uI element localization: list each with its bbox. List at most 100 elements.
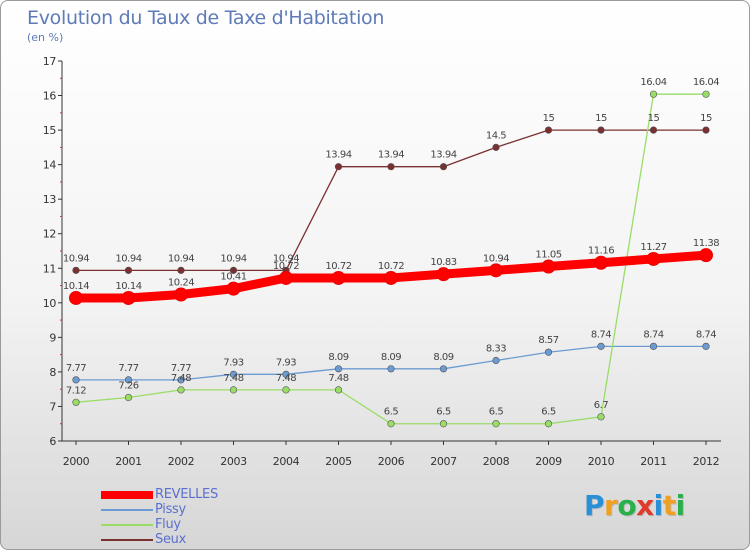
data-label-revelles: 11.05 — [535, 250, 561, 261]
proxiti-logo: Proxiti — [584, 489, 685, 522]
data-label-fluy: 7.48 — [171, 373, 191, 384]
data-point-pissy — [492, 356, 500, 365]
data-label-pissy: 7.93 — [223, 357, 243, 368]
data-label-pissy: 8.33 — [486, 344, 506, 355]
legend-label: Seux — [155, 532, 186, 547]
y-tick-label: 15 — [43, 124, 57, 137]
data-point-revelles — [541, 259, 556, 274]
data-point-fluy — [229, 386, 238, 394]
data-label-pissy: 8.74 — [643, 329, 663, 340]
data-point-fluy — [72, 398, 80, 406]
data-point-seux — [492, 143, 500, 151]
y-tick-label: 9 — [49, 331, 56, 344]
legend-swatch — [101, 539, 153, 541]
data-point-seux — [177, 266, 185, 274]
data-label-revelles: 11.27 — [640, 242, 666, 253]
data-label-revelles: 10.14 — [115, 281, 141, 292]
data-point-fluy — [544, 420, 553, 428]
data-point-pissy — [177, 376, 185, 384]
data-label-seux: 14.5 — [486, 130, 506, 141]
data-label-seux: 10.94 — [115, 253, 141, 264]
chart-unit-label: (en %) — [27, 31, 64, 44]
series-points — [69, 90, 713, 428]
chart-axes: 6 7 8 9 10 11 12 13 14 15 16 17 2000 2001 2002 2003 2004… — [43, 55, 721, 468]
data-label-seux: 13.94 — [430, 150, 456, 161]
data-point-pissy — [124, 376, 133, 384]
data-label-fluy: 16.04 — [693, 77, 719, 88]
logo-letter: i — [675, 489, 686, 522]
data-point-revelles — [174, 287, 188, 302]
data-label-fluy: 7.48 — [328, 373, 348, 384]
data-label-revelles: 10.24 — [168, 278, 194, 289]
data-point-seux — [649, 126, 658, 134]
data-point-seux — [439, 163, 448, 171]
data-label-fluy: 16.04 — [640, 77, 666, 88]
logo-letter: r — [604, 489, 618, 522]
data-label-pissy: 8.74 — [696, 329, 716, 340]
data-point-seux — [124, 266, 133, 274]
data-point-pissy — [229, 370, 238, 378]
data-label-seux: 13.94 — [378, 150, 404, 161]
x-tick-label: 2003 — [220, 455, 247, 468]
y-tick-label: 7 — [49, 400, 56, 413]
data-point-fluy — [439, 420, 448, 428]
data-point-fluy — [334, 386, 343, 394]
data-point-revelles — [121, 290, 136, 305]
data-point-revelles — [69, 290, 83, 305]
x-tick-label: 2001 — [115, 455, 141, 468]
logo-letter: o — [617, 489, 637, 522]
data-label-revelles: 10.72 — [273, 261, 299, 272]
legend-swatch — [101, 524, 153, 526]
legend-label: Pissy — [155, 502, 186, 517]
data-point-pissy — [702, 342, 710, 350]
data-point-fluy — [177, 386, 185, 394]
data-label-fluy: 6.5 — [436, 407, 451, 418]
data-label-revelles: 10.94 — [483, 253, 509, 264]
data-point-fluy — [492, 420, 500, 428]
data-point-revelles — [436, 267, 451, 282]
y-tick-label: 14 — [43, 159, 57, 172]
data-label-seux: 15 — [595, 113, 607, 124]
data-label-pissy: 8.74 — [591, 329, 611, 340]
data-point-pissy — [544, 348, 553, 356]
data-label-fluy: 7.26 — [118, 380, 138, 391]
data-point-revelles — [594, 255, 608, 270]
data-point-fluy — [387, 420, 395, 428]
x-tick-label: 2011 — [640, 455, 666, 468]
data-label-seux: 10.94 — [273, 253, 299, 264]
data-point-pissy — [387, 365, 395, 373]
data-point-seux — [229, 266, 238, 274]
y-tick-label: 13 — [43, 193, 57, 206]
logo-letter: x — [636, 489, 654, 522]
data-point-seux — [544, 126, 553, 134]
x-tick-label: 2012 — [693, 455, 719, 468]
data-label-seux: 15 — [648, 113, 660, 124]
y-tick-label: 17 — [43, 55, 57, 68]
data-label-pissy: 7.77 — [66, 363, 86, 374]
legend-label: REVELLES — [155, 487, 218, 502]
data-label-revelles: 10.83 — [430, 257, 456, 268]
data-label-pissy: 7.77 — [118, 363, 138, 374]
data-label-pissy: 7.77 — [171, 363, 191, 374]
data-label-seux: 15 — [543, 113, 555, 124]
data-point-seux — [702, 126, 710, 134]
data-point-revelles — [489, 263, 503, 278]
data-label-pissy: 8.57 — [538, 335, 558, 346]
x-tick-label: 2000 — [63, 455, 90, 468]
data-point-fluy — [124, 393, 133, 402]
data-label-revelles: 10.41 — [220, 272, 246, 283]
data-label-seux: 10.94 — [168, 253, 194, 264]
logo-letter: t — [662, 489, 676, 522]
legend-swatch — [101, 509, 153, 511]
data-label-fluy: 7.12 — [66, 385, 86, 396]
data-label-pissy: 8.09 — [381, 352, 401, 363]
data-label-fluy: 6.5 — [489, 407, 504, 418]
data-point-fluy — [649, 90, 658, 98]
data-point-revelles — [279, 270, 293, 285]
data-point-pissy — [649, 342, 658, 350]
data-point-seux — [387, 163, 395, 171]
y-tick-label: 10 — [43, 297, 57, 310]
chart-title: Evolution du Taux de Taxe d'Habitation — [27, 7, 385, 29]
